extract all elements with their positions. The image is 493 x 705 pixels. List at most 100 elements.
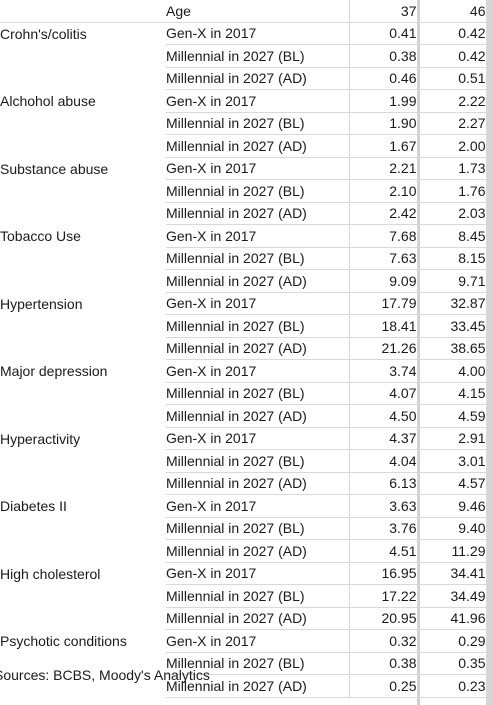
value-age-46: 34.49 — [416, 584, 487, 608]
value-age-37: 4.04 — [348, 449, 417, 473]
generation-label: Millennial in 2027 (AD) — [166, 269, 349, 293]
value-age-46: 32.87 — [416, 292, 487, 315]
table-row: Millennial in 2027 (BL) 18.41 33.45 — [0, 314, 487, 338]
condition-label: Crohn's/colitis — [0, 21, 166, 45]
generation-label: Millennial in 2027 (AD) — [166, 67, 349, 90]
value-age-37: 0.38 — [348, 44, 417, 68]
value-age-37: 4.51 — [348, 539, 417, 563]
value-age-46: 38.65 — [416, 337, 487, 360]
table-row: Diabetes II Gen-X in 2017 3.63 9.46 — [0, 494, 487, 518]
condition-label — [0, 134, 166, 157]
generation-label: Gen-X in 2017 — [166, 629, 349, 653]
value-age-46: 2.27 — [416, 112, 487, 135]
table-row: Millennial in 2027 (AD) 4.50 4.59 — [0, 404, 487, 428]
value-age-46: 0.35 — [416, 652, 487, 675]
value-age-46: 11.29 — [416, 539, 487, 563]
value-age-37: 0.38 — [348, 652, 417, 675]
generation-label: Millennial in 2027 (BL) — [166, 112, 349, 135]
condition-label — [0, 517, 166, 540]
generation-label: Millennial in 2027 (BL) — [166, 449, 349, 473]
table-row: Major depression Gen-X in 2017 3.74 4.00 — [0, 359, 487, 383]
condition-label — [0, 652, 166, 675]
condition-label — [0, 584, 166, 607]
value-age-46: 3.01 — [416, 449, 487, 473]
generation-label: Millennial in 2027 (BL) — [166, 652, 349, 675]
condition-label — [0, 472, 166, 495]
condition-label: Alchohol abuse — [0, 89, 166, 112]
value-age-37: 6.13 — [348, 472, 417, 495]
table-row: Tobacco Use Gen-X in 2017 7.68 8.45 — [0, 224, 487, 248]
generation-label: Millennial in 2027 (BL) — [166, 179, 349, 203]
value-age-37: 2.42 — [348, 202, 417, 225]
value-age-46: 8.15 — [416, 247, 487, 270]
value-age-37: 1.99 — [348, 89, 417, 113]
generation-label: Gen-X in 2017 — [166, 157, 349, 180]
right-gutter — [486, 0, 493, 705]
table-row: Millennial in 2027 (AD) 20.95 41.96 — [0, 607, 487, 630]
value-age-37: 7.63 — [348, 247, 417, 270]
generation-label: Millennial in 2027 (AD) — [166, 539, 349, 563]
table-row: Millennial in 2027 (AD) 21.26 38.65 — [0, 337, 487, 360]
value-age-37: 0.32 — [348, 629, 417, 653]
table-row: Millennial in 2027 (BL) 1.90 2.27 — [0, 112, 487, 135]
generation-label: Gen-X in 2017 — [166, 89, 349, 113]
value-age-37: 4.50 — [348, 404, 417, 428]
table-row: Crohn's/colitis Gen-X in 2017 0.41 0.42 — [0, 21, 487, 45]
generation-label: Millennial in 2027 (BL) — [166, 517, 349, 540]
condition-label — [0, 404, 166, 427]
value-age-37: 7.68 — [348, 224, 417, 248]
generation-label: Gen-X in 2017 — [166, 224, 349, 248]
condition-label — [0, 179, 166, 202]
condition-label: Tobacco Use — [0, 224, 166, 247]
generation-label: Millennial in 2027 (BL) — [166, 382, 349, 405]
prevalence-table: Age 37 46 Crohn's/colitis Gen-X in 2017 0.… — [0, 0, 487, 698]
value-age-46: 0.51 — [416, 67, 487, 90]
generation-label: Millennial in 2027 (AD) — [166, 202, 349, 225]
generation-label: Millennial in 2027 (AD) — [166, 337, 349, 360]
value-age-46: 9.71 — [416, 269, 487, 293]
condition-label — [0, 449, 166, 472]
value-age-37: 20.95 — [348, 607, 417, 630]
value-age-46: 41.96 — [416, 607, 487, 630]
condition-label — [0, 269, 166, 292]
value-age-37: 21.26 — [348, 337, 417, 360]
value-age-37: 18.41 — [348, 314, 417, 338]
table-row: Hyperactivity Gen-X in 2017 4.37 2.91 — [0, 426, 487, 450]
value-age-46: 2.22 — [416, 89, 487, 113]
condition-label — [0, 44, 166, 67]
table-row: Millennial in 2027 (AD) 6.13 4.57 — [0, 472, 487, 495]
value-age-37: 3.74 — [348, 359, 417, 383]
value-age-46: 0.42 — [416, 22, 487, 45]
value-age-37: 4.37 — [348, 427, 417, 450]
header-age: Age — [166, 0, 349, 23]
table-row: Alchohol abuse Gen-X in 2017 1.99 2.22 — [0, 89, 487, 113]
generation-label: Millennial in 2027 (BL) — [166, 584, 349, 608]
header-blank — [0, 0, 166, 23]
value-age-46: 0.23 — [416, 674, 487, 698]
table-row: High cholesterol Gen-X in 2017 16.95 34.41 — [0, 561, 487, 585]
condition-label: Diabetes II — [0, 494, 166, 517]
condition-label: Hypertension — [0, 291, 166, 315]
table-row: Millennial in 2027 (AD) 0.46 0.51 — [0, 67, 487, 90]
value-age-46: 9.40 — [416, 517, 487, 540]
value-age-37: 16.95 — [348, 562, 417, 585]
source-note: Sources: BCBS, Moody's Analytics — [0, 667, 210, 683]
table-row: Millennial in 2027 (BL) 17.22 34.49 — [0, 584, 487, 608]
table-row: Psychotic conditions Gen-X in 2017 0.32 0.2… — [0, 629, 487, 653]
header-age-37: 37 — [348, 0, 417, 23]
condition-label — [0, 247, 166, 270]
table-row: Millennial in 2027 (BL) 0.38 0.42 — [0, 44, 487, 68]
table-row: Millennial in 2027 (BL) 4.04 3.01 — [0, 449, 487, 473]
value-age-46: 8.45 — [416, 224, 487, 248]
table-row: Millennial in 2027 (AD) 1.67 2.00 — [0, 134, 487, 158]
condition-label — [0, 539, 166, 562]
table-row: Millennial in 2027 (BL) 0.38 0.35 — [0, 652, 487, 675]
generation-label: Millennial in 2027 (AD) — [166, 134, 349, 158]
generation-label: Millennial in 2027 (BL) — [166, 314, 349, 338]
condition-label: Psychotic conditions — [0, 629, 166, 652]
generation-label: Gen-X in 2017 — [166, 359, 349, 383]
table-row: Millennial in 2027 (AD) 2.42 2.03 — [0, 202, 487, 225]
generation-label: Gen-X in 2017 — [166, 562, 349, 585]
value-age-37: 1.90 — [348, 112, 417, 135]
table-row: Millennial in 2027 (BL) 7.63 8.15 — [0, 247, 487, 270]
